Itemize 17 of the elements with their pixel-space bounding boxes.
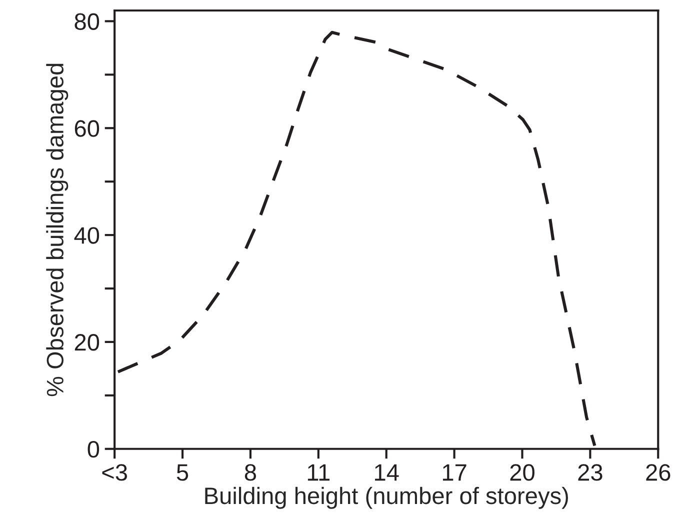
y-tick-label: 80	[74, 13, 100, 30]
x-tick-label: 20	[510, 464, 534, 481]
line-series	[116, 30, 596, 448]
y-tick-label: 60	[74, 120, 100, 137]
x-tick-label: 11	[308, 464, 330, 481]
x-axis-title: Building height (number of storeys)	[205, 486, 568, 509]
x-tick-label: 8	[244, 464, 256, 481]
x-tick-label: 14	[375, 464, 399, 481]
x-tick-label: 5	[176, 464, 188, 481]
y-tick-label: 0	[88, 440, 100, 458]
y-axis-title: % Observed buildings damaged	[46, 64, 68, 396]
x-tick-label: 23	[578, 464, 602, 481]
y-tick-label: 20	[74, 334, 100, 351]
y-tick-label: 40	[74, 227, 100, 244]
x-tick-label: 17	[442, 464, 466, 481]
x-tick-label: 26	[646, 464, 670, 481]
x-tick-label: <3	[102, 464, 127, 481]
